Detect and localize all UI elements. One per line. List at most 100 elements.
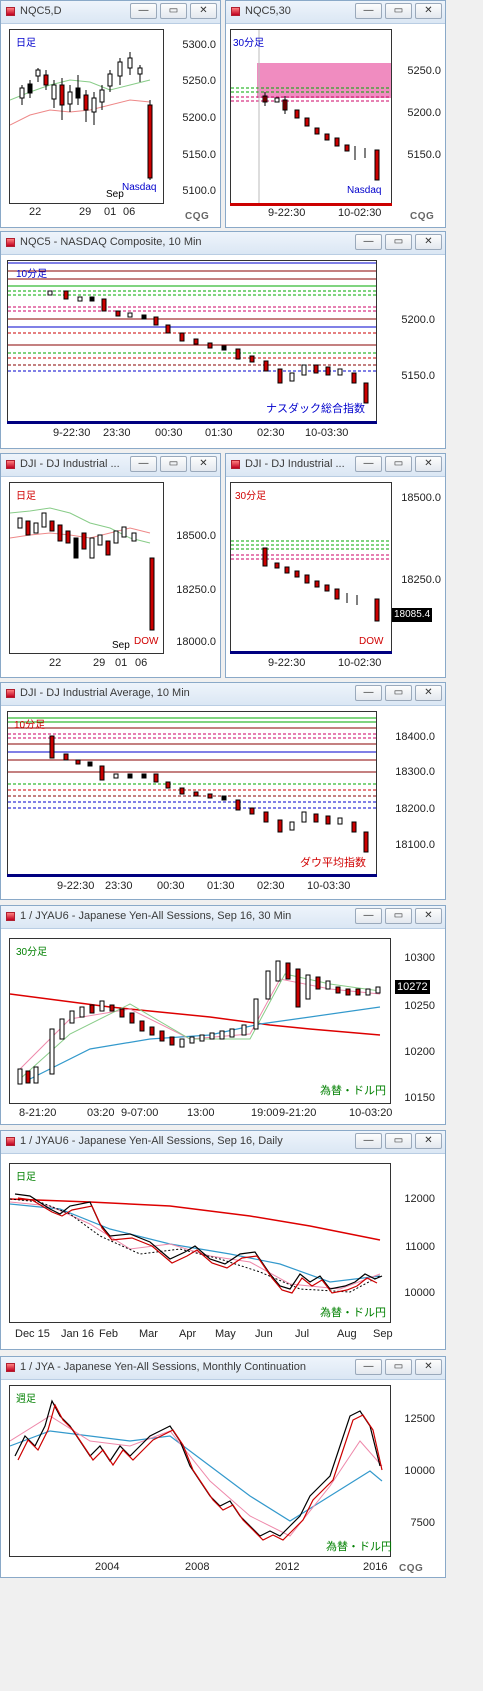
price-plot[interactable]: 30分足 Nasdaq: [230, 29, 392, 204]
chart-window-nq-30min[interactable]: NQC5,30 — ▭ ✕: [225, 0, 446, 228]
price-plot[interactable]: 30分足 為替・ドル円: [9, 938, 391, 1104]
close-button[interactable]: ✕: [415, 685, 442, 701]
x-tick: 8-21:20: [19, 1107, 57, 1119]
cqg-logo: CQG: [399, 1563, 424, 1574]
y-tick: 10200: [404, 1046, 435, 1058]
y-tick: 5150.0: [182, 149, 216, 161]
x-tick: May: [215, 1328, 236, 1340]
close-button[interactable]: ✕: [415, 908, 442, 924]
chart-icon: [6, 1363, 15, 1372]
minimize-button[interactable]: —: [355, 456, 382, 472]
title-bar[interactable]: DJI - DJ Industrial Average, 10 Min — ▭ …: [1, 683, 445, 706]
minimize-button[interactable]: —: [130, 456, 157, 472]
restore-button[interactable]: ▭: [385, 1133, 412, 1149]
close-button[interactable]: ✕: [415, 1359, 442, 1375]
price-plot[interactable]: 日足 Sep Nasdaq: [9, 29, 164, 204]
title-bar[interactable]: DJI - DJ Industrial ... — ▭ ✕: [226, 454, 445, 477]
x-tick: Sep: [373, 1328, 393, 1340]
x-tick: 19:00: [251, 1107, 279, 1119]
close-button[interactable]: ✕: [190, 456, 217, 472]
minimize-button[interactable]: —: [355, 1359, 382, 1375]
xaxis-month-label: Sep: [112, 640, 130, 651]
price-plot[interactable]: 30分足 DOW: [230, 482, 392, 652]
x-tick: 01:30: [205, 427, 233, 439]
y-axis: 10300 10250 10200 10150: [391, 938, 445, 1104]
restore-button[interactable]: ▭: [385, 685, 412, 701]
period-label: 10分足: [14, 720, 46, 731]
restore-button[interactable]: ▭: [385, 234, 412, 250]
x-tick: Jun: [255, 1328, 273, 1340]
x-tick: Jan 16: [61, 1328, 95, 1340]
minimize-button[interactable]: —: [130, 3, 157, 19]
chart-window-jpy-monthly[interactable]: 1 / JYA - Japanese Yen-All Sessions, Mon…: [0, 1356, 446, 1578]
price-plot[interactable]: 週足 為替・ドル円: [9, 1385, 392, 1557]
restore-button[interactable]: ▭: [385, 3, 412, 19]
y-tick: 5100.0: [182, 185, 216, 197]
window-title: 1 / JYAU6 - Japanese Yen-All Sessions, S…: [20, 910, 292, 922]
title-bar[interactable]: NQC5,30 — ▭ ✕: [226, 1, 445, 24]
chart-icon: [6, 1137, 15, 1146]
restore-button[interactable]: ▭: [385, 1359, 412, 1375]
minimize-button[interactable]: —: [355, 234, 382, 250]
chart-window-nasdaq-10min[interactable]: NQC5 - NASDAQ Composite, 10 Min — ▭ ✕: [0, 231, 446, 449]
chart-window-nq-daily[interactable]: NQC5,D — ▭ ✕: [0, 0, 221, 228]
chart-window-dji-10min[interactable]: DJI - DJ Industrial Average, 10 Min — ▭ …: [0, 682, 446, 900]
x-tick: 2012: [275, 1561, 300, 1573]
minimize-button[interactable]: —: [355, 3, 382, 19]
x-tick: 2016: [363, 1561, 388, 1573]
y-tick: 18300.0: [395, 766, 435, 778]
title-bar[interactable]: DJI - DJ Industrial ... — ▭ ✕: [1, 454, 220, 477]
price-plot[interactable]: 10分足 ダウ平均指数: [7, 711, 377, 875]
minimize-button[interactable]: —: [355, 908, 382, 924]
candlestick-chart: [8, 262, 376, 404]
last-price-tag: 10272: [395, 980, 430, 994]
chart-icon: [231, 7, 240, 16]
y-tick: 5300.0: [182, 39, 216, 51]
close-button[interactable]: ✕: [415, 1133, 442, 1149]
series-label: Nasdaq: [122, 182, 157, 193]
y-axis: 5250.0 5200.0 5150.0: [392, 29, 444, 204]
chart-window-dji-30min[interactable]: DJI - DJ Industrial ... — ▭ ✕: [225, 453, 446, 678]
close-button[interactable]: ✕: [415, 234, 442, 250]
close-button[interactable]: ✕: [415, 456, 442, 472]
price-plot[interactable]: 日足 為替・ドル円: [9, 1163, 391, 1323]
minimize-button[interactable]: —: [355, 685, 382, 701]
chart-icon: [6, 238, 15, 247]
chart-icon: [231, 460, 240, 469]
chart-window-dji-daily[interactable]: DJI - DJ Industrial ... — ▭ ✕: [0, 453, 221, 678]
restore-button[interactable]: ▭: [160, 456, 187, 472]
restore-button[interactable]: ▭: [385, 456, 412, 472]
y-axis: 12500 10000 7500: [391, 1385, 445, 1557]
series-label: DOW: [359, 636, 384, 647]
x-tick: Dec 15: [15, 1328, 50, 1340]
series-label: DOW: [134, 636, 159, 647]
period-label: 日足: [16, 491, 36, 502]
x-tick: 10-03:30: [307, 880, 351, 892]
chart-icon: [6, 689, 15, 698]
y-tick: 7500: [410, 1517, 435, 1529]
restore-button[interactable]: ▭: [160, 3, 187, 19]
price-plot[interactable]: 10分足 ナスダック総合指数: [7, 260, 377, 422]
minimize-button[interactable]: —: [355, 1133, 382, 1149]
chart-window-jpy-30min[interactable]: 1 / JYAU6 - Japanese Yen-All Sessions, S…: [0, 905, 446, 1125]
x-tick: 9-07:00: [121, 1107, 159, 1119]
chart-window-jpy-daily[interactable]: 1 / JYAU6 - Japanese Yen-All Sessions, S…: [0, 1130, 446, 1350]
y-axis: 18400.0 18300.0 18200.0 18100.0: [377, 711, 443, 875]
title-bar[interactable]: 1 / JYAU6 - Japanese Yen-All Sessions, S…: [1, 906, 445, 929]
x-tick: 02:30: [257, 880, 285, 892]
x-tick: Jul: [295, 1328, 310, 1340]
title-bar[interactable]: 1 / JYA - Japanese Yen-All Sessions, Mon…: [1, 1357, 445, 1380]
close-button[interactable]: ✕: [190, 3, 217, 19]
y-axis: 18500.0 18250.0: [392, 482, 444, 652]
candlestick-chart: [9, 960, 381, 1085]
title-bar[interactable]: NQC5,D — ▭ ✕: [1, 1, 220, 24]
y-axis: 18500.0 18250.0 18000.0: [164, 482, 219, 654]
title-bar[interactable]: 1 / JYAU6 - Japanese Yen-All Sessions, S…: [1, 1131, 445, 1154]
x-tick: 10-03:30: [305, 427, 349, 439]
candlestick-chart: [9, 507, 155, 631]
cqg-logo: CQG: [410, 211, 435, 222]
close-button[interactable]: ✕: [415, 3, 442, 19]
title-bar[interactable]: NQC5 - NASDAQ Composite, 10 Min — ▭ ✕: [1, 232, 445, 255]
restore-button[interactable]: ▭: [385, 908, 412, 924]
price-plot[interactable]: 日足 Sep DOW: [9, 482, 164, 654]
